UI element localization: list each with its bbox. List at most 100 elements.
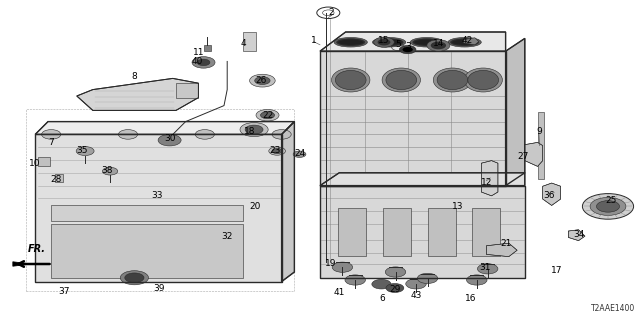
Text: 32: 32: [221, 232, 233, 241]
Polygon shape: [13, 262, 32, 266]
Ellipse shape: [335, 70, 366, 90]
Text: 34: 34: [573, 230, 585, 239]
Polygon shape: [51, 205, 243, 221]
Polygon shape: [77, 78, 198, 110]
Polygon shape: [506, 38, 525, 186]
Polygon shape: [282, 122, 294, 282]
Ellipse shape: [413, 39, 441, 46]
Circle shape: [332, 262, 353, 272]
Polygon shape: [428, 208, 456, 256]
Text: 33: 33: [151, 191, 163, 200]
Text: 3: 3: [406, 42, 411, 51]
Text: 6: 6: [380, 294, 385, 303]
Text: 41: 41: [333, 288, 345, 297]
Ellipse shape: [334, 37, 367, 47]
Text: FR.: FR.: [28, 244, 46, 254]
Ellipse shape: [372, 37, 406, 47]
Circle shape: [293, 151, 306, 157]
Polygon shape: [568, 230, 585, 241]
Text: 35: 35: [76, 146, 88, 155]
Text: 5: 5: [396, 40, 401, 49]
Polygon shape: [538, 112, 544, 179]
Circle shape: [125, 273, 144, 283]
Text: 40: 40: [191, 57, 203, 66]
Circle shape: [431, 42, 446, 49]
Circle shape: [240, 123, 268, 137]
Polygon shape: [204, 45, 211, 51]
Circle shape: [260, 112, 275, 119]
Circle shape: [399, 45, 416, 54]
Ellipse shape: [386, 70, 417, 90]
Ellipse shape: [337, 39, 365, 46]
Ellipse shape: [433, 68, 472, 92]
Text: 21: 21: [500, 239, 511, 248]
Text: 18: 18: [244, 127, 255, 136]
Circle shape: [197, 59, 210, 66]
Circle shape: [372, 279, 391, 289]
Circle shape: [417, 273, 438, 284]
Text: 39: 39: [153, 284, 164, 293]
Polygon shape: [243, 32, 256, 51]
Text: 25: 25: [605, 196, 617, 204]
Text: 13: 13: [452, 202, 463, 211]
Ellipse shape: [451, 39, 479, 46]
Polygon shape: [320, 173, 525, 186]
Text: 4: 4: [241, 39, 246, 48]
Ellipse shape: [332, 68, 370, 92]
Text: 8: 8: [132, 72, 137, 81]
Ellipse shape: [375, 39, 403, 46]
Text: 42: 42: [461, 36, 473, 44]
Polygon shape: [463, 38, 479, 45]
Ellipse shape: [338, 39, 364, 45]
Ellipse shape: [464, 68, 502, 92]
Ellipse shape: [376, 39, 402, 45]
Text: 43: 43: [410, 292, 422, 300]
Circle shape: [195, 130, 214, 139]
Text: 24: 24: [294, 149, 305, 158]
Text: 2: 2: [329, 8, 334, 17]
Polygon shape: [320, 186, 525, 278]
Text: 36: 36: [543, 191, 555, 200]
Polygon shape: [472, 208, 500, 256]
Circle shape: [256, 109, 279, 121]
Ellipse shape: [437, 70, 468, 90]
Circle shape: [245, 125, 263, 134]
Circle shape: [590, 197, 626, 215]
Text: 30: 30: [164, 134, 175, 143]
Circle shape: [42, 130, 61, 139]
Circle shape: [255, 77, 270, 84]
Text: 29: 29: [390, 285, 401, 294]
Text: 10: 10: [29, 159, 41, 168]
Circle shape: [467, 275, 487, 285]
Text: 11: 11: [193, 48, 204, 57]
Circle shape: [378, 39, 390, 45]
Polygon shape: [55, 174, 63, 182]
Text: 12: 12: [481, 178, 492, 187]
Polygon shape: [35, 122, 294, 134]
Text: 23: 23: [269, 146, 281, 155]
Ellipse shape: [414, 39, 440, 45]
Circle shape: [406, 279, 426, 289]
Text: 1: 1: [311, 36, 316, 44]
Text: T2AAE1400: T2AAE1400: [591, 304, 635, 313]
Circle shape: [374, 37, 394, 47]
Text: 16: 16: [465, 294, 476, 303]
Circle shape: [250, 74, 275, 87]
Text: 17: 17: [551, 266, 563, 275]
Text: 28: 28: [51, 175, 62, 184]
Text: 19: 19: [324, 259, 336, 268]
Polygon shape: [320, 51, 506, 186]
Ellipse shape: [468, 70, 499, 90]
Polygon shape: [51, 224, 243, 278]
Polygon shape: [525, 142, 543, 166]
Text: 22: 22: [262, 111, 273, 120]
Circle shape: [345, 275, 365, 285]
Text: 20: 20: [249, 202, 260, 211]
Circle shape: [427, 40, 450, 51]
Circle shape: [120, 271, 148, 285]
Text: 14: 14: [433, 39, 444, 48]
Circle shape: [386, 284, 404, 292]
Circle shape: [582, 194, 634, 219]
Text: 15: 15: [378, 36, 390, 44]
Polygon shape: [338, 208, 366, 256]
